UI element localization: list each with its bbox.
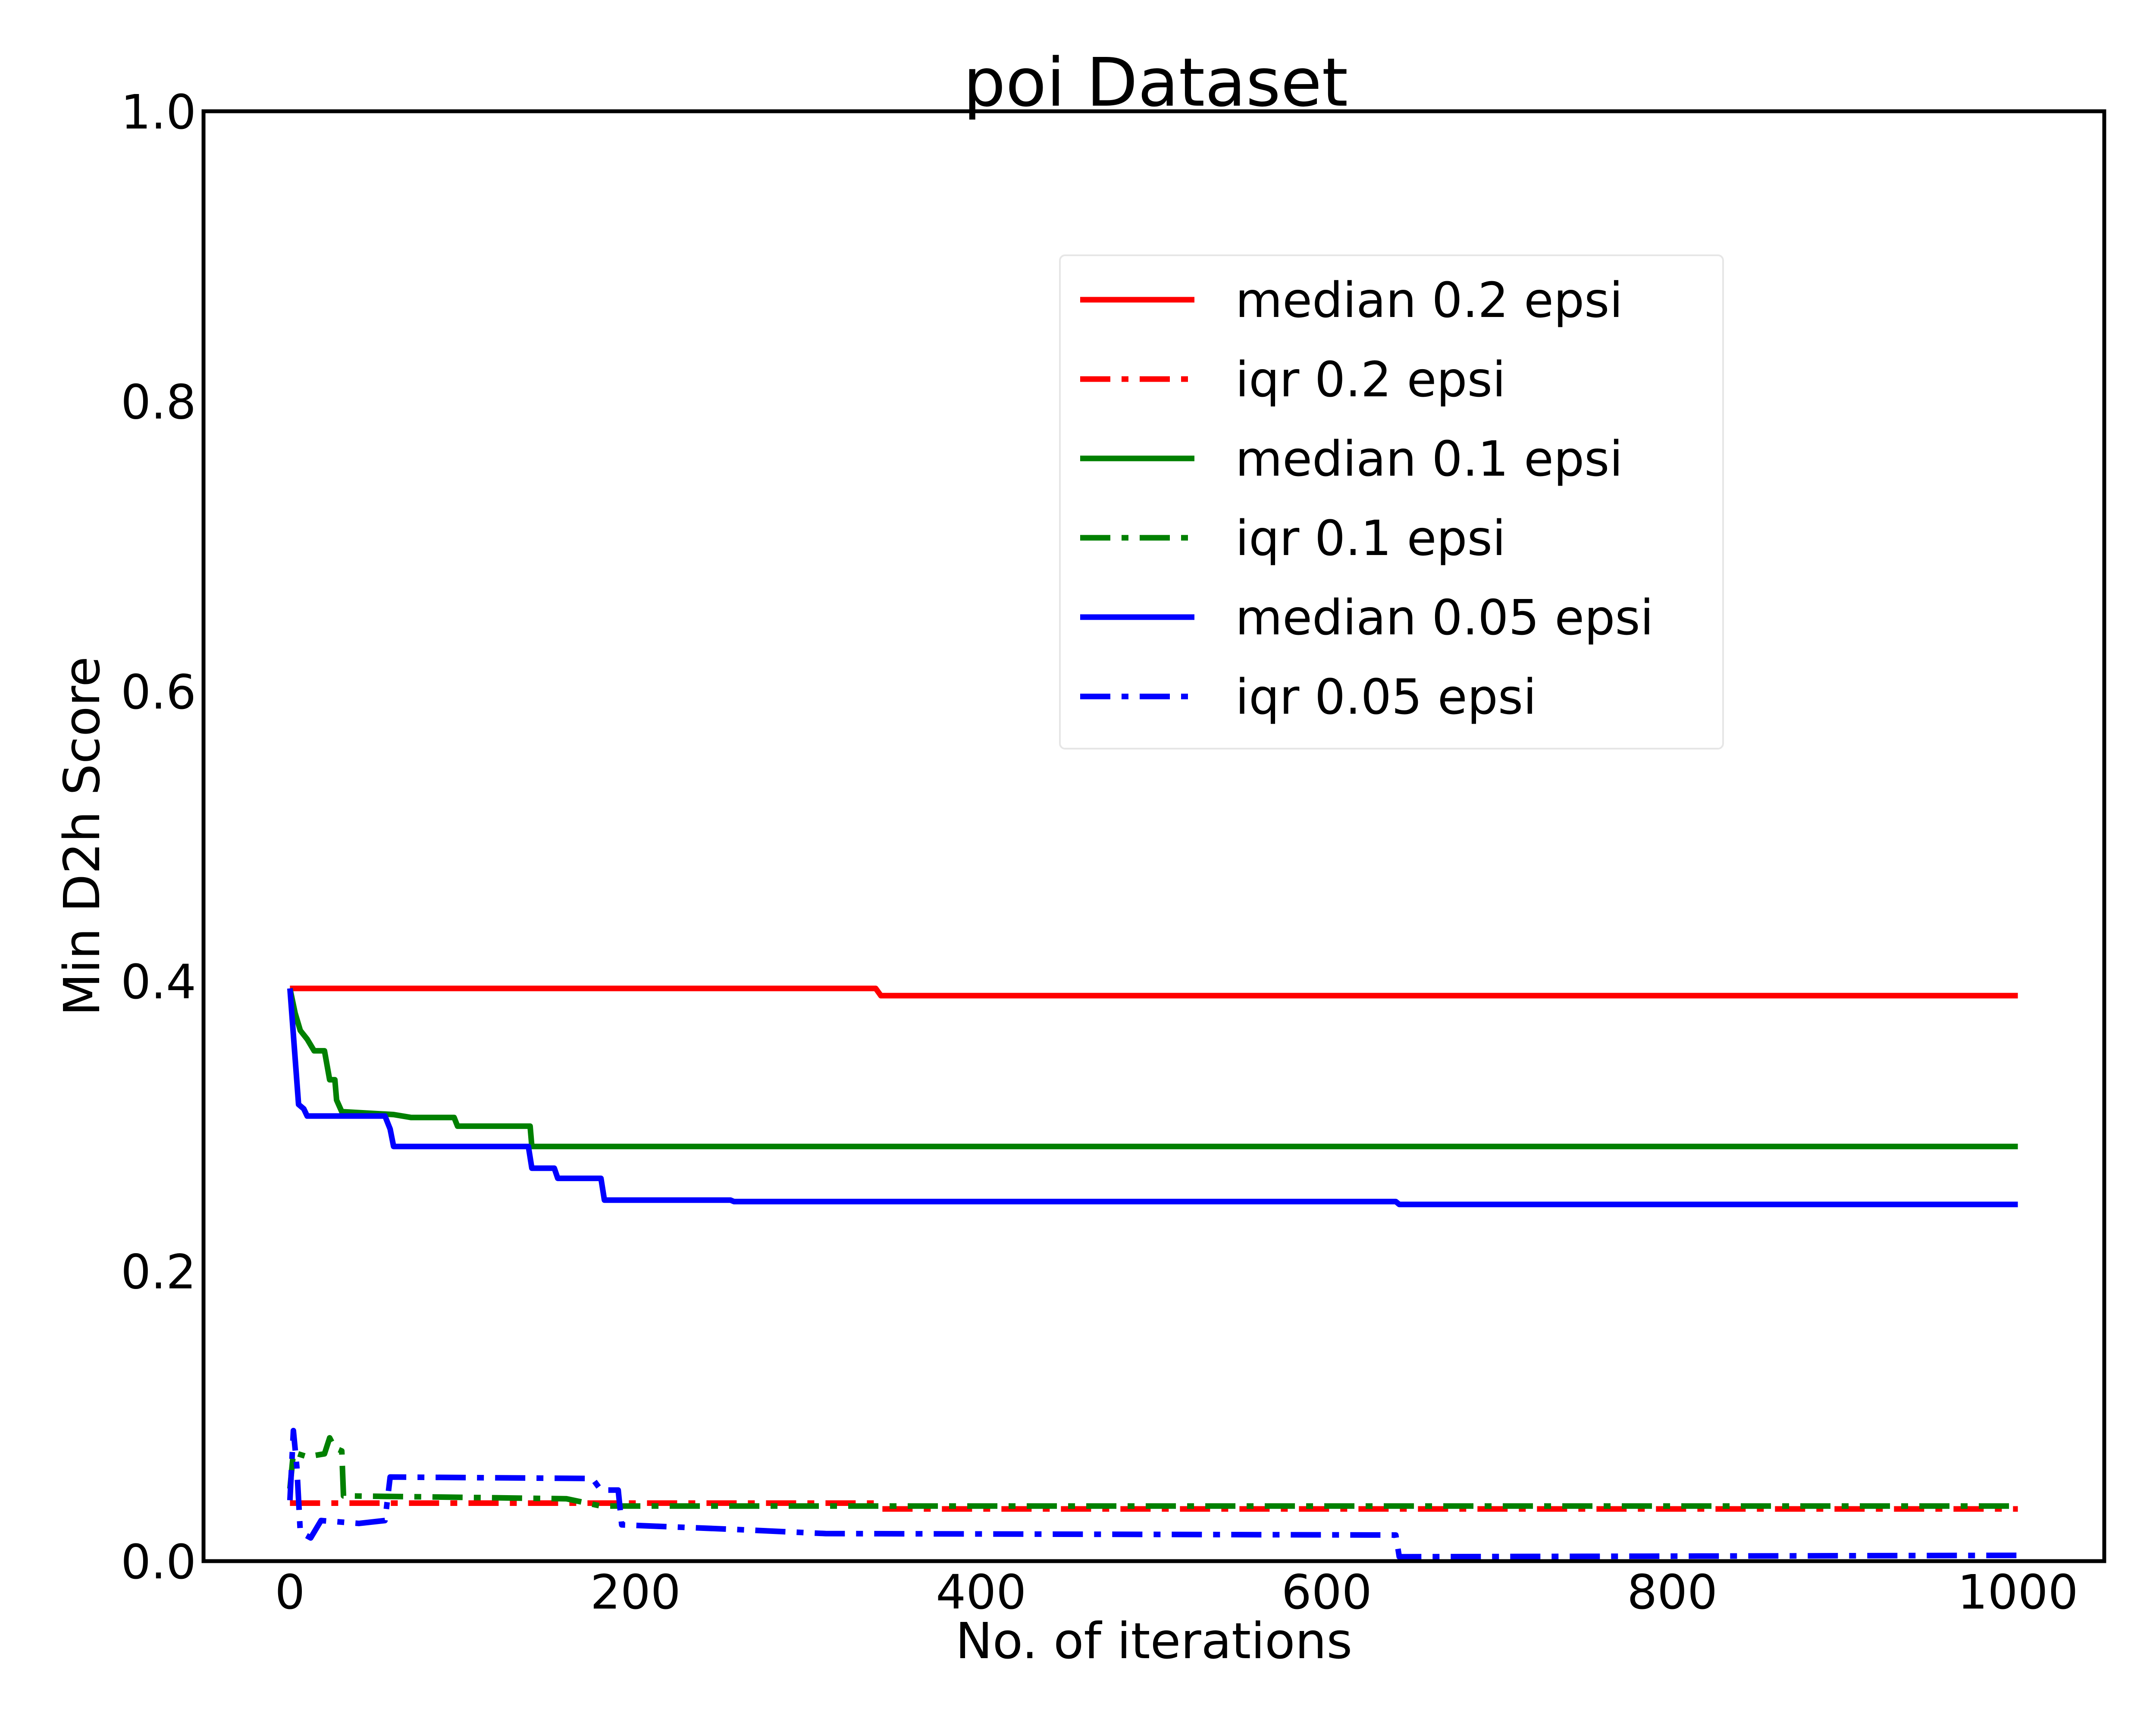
legend-label-6: iqr 0.05 epsi [1235,669,1536,725]
y-axis-title: Min D2h Score [53,656,111,1016]
series-line-5 [287,988,2018,1208]
legend-label-4: iqr 0.1 epsi [1235,511,1506,567]
series-line-4 [287,1435,2018,1509]
y-tick-label: 1.0 [121,85,196,140]
legend-label-1: median 0.2 epsi [1235,273,1623,329]
legend: median 0.2 epsi iqr 0.2 epsi median 0.1 ep… [1059,254,1724,750]
y-tick-label: 0.2 [121,1245,196,1300]
x-axis-title: No. of iterations [956,1612,1353,1670]
x-tick-label: 1000 [1958,1565,2078,1620]
y-tick-label: 0.0 [121,1534,196,1590]
legend-frame [1059,254,1724,750]
y-tick-label: 0.4 [121,954,196,1010]
x-tick-label: 0 [275,1565,305,1620]
plot-frame [201,109,2106,1563]
x-tick-label: 600 [1282,1565,1372,1620]
series-line-1 [290,985,2018,999]
series-line-3 [287,988,2018,1149]
x-tick-label: 400 [936,1565,1026,1620]
y-tick-label: 0.6 [121,665,196,720]
chart-title: poi Dataset [963,44,1348,122]
series-layer [287,985,2018,1560]
legend-label-5: median 0.05 epsi [1235,590,1654,646]
series-line-6 [287,1427,2018,1560]
y-axis-ticks: 0.0 0.2 0.4 0.6 0.8 1.0 [121,85,196,1590]
x-tick-label: 200 [590,1565,681,1620]
y-tick-label: 0.8 [121,374,196,430]
x-axis-ticks: 0 200 400 600 800 1000 [275,1565,2078,1620]
legend-label-3: median 0.1 epsi [1235,431,1623,487]
x-tick-label: 800 [1627,1565,1717,1620]
legend-label-2: iqr 0.2 epsi [1235,352,1506,408]
